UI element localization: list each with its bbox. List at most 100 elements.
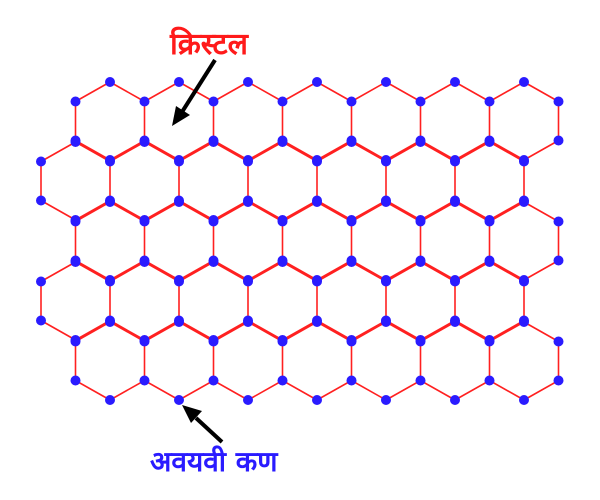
lattice-bond xyxy=(75,259,111,281)
constituent-particle xyxy=(553,96,564,107)
lattice-bond xyxy=(420,141,456,163)
constituent-particle xyxy=(208,216,219,227)
constituent-particle xyxy=(208,137,219,147)
lattice-bond xyxy=(109,261,145,283)
lattice-bond xyxy=(75,141,111,163)
lattice-bond xyxy=(213,261,249,283)
lattice-bond xyxy=(178,141,214,163)
constituent-particle xyxy=(484,137,495,147)
constituent-particle xyxy=(36,315,46,326)
constituent-particle xyxy=(415,336,426,347)
constituent-particle xyxy=(484,375,495,386)
crystal-arrow xyxy=(172,58,217,126)
lattice-bond xyxy=(144,321,180,343)
lattice-bond xyxy=(385,261,421,283)
lattice-bond xyxy=(178,319,214,341)
lattice-bond xyxy=(75,199,111,221)
lattice-bond xyxy=(144,379,180,401)
constituent-particle xyxy=(415,96,426,107)
lattice-bond xyxy=(247,201,283,223)
lattice-bond xyxy=(75,321,111,343)
constituent-particle xyxy=(208,96,219,107)
constituent-particle xyxy=(174,395,184,405)
lattice-bond xyxy=(247,319,283,341)
lattice-bond xyxy=(316,141,352,163)
lattice-bond xyxy=(213,321,249,343)
constituent-particle xyxy=(277,216,288,227)
constituent-particle xyxy=(105,197,115,207)
lattice-bond xyxy=(75,201,111,223)
constituent-particle xyxy=(277,257,288,267)
lattice-bond xyxy=(489,201,525,223)
lattice-bond xyxy=(351,379,387,401)
lattice-bond xyxy=(385,259,421,281)
lattice-bond xyxy=(75,261,111,283)
lattice-bond xyxy=(385,139,421,161)
lattice-bond xyxy=(385,321,421,343)
lattice-bond xyxy=(489,141,525,163)
constituent-particle xyxy=(243,77,253,87)
lattice-bond xyxy=(144,201,180,223)
constituent-particle xyxy=(174,276,184,287)
lattice-bond xyxy=(351,201,387,223)
lattice-bond xyxy=(420,321,456,343)
constituent-particle xyxy=(70,96,81,107)
constituent-particle xyxy=(415,375,426,386)
constituent-particle xyxy=(277,336,288,347)
constituent-particle xyxy=(70,216,81,227)
constituent-particle xyxy=(174,156,184,167)
lattice-bond xyxy=(40,261,76,283)
lattice-bond xyxy=(420,199,456,221)
lattice-bond xyxy=(523,321,559,343)
constituent-particle xyxy=(208,375,219,386)
constituent-particle-label: अवयवी कण xyxy=(150,445,278,478)
constituent-particle xyxy=(450,197,460,207)
lattice-bond xyxy=(523,259,559,281)
lattice-bond xyxy=(351,141,387,163)
constituent-particle xyxy=(243,395,253,405)
constituent-particle xyxy=(553,135,564,146)
constituent-particle xyxy=(346,216,357,227)
constituent-particle xyxy=(105,395,115,405)
constituent-particle xyxy=(105,276,115,287)
constituent-particle xyxy=(346,375,357,386)
lattice-bond xyxy=(109,319,145,341)
lattice-bond xyxy=(316,139,352,161)
lattice-bond xyxy=(247,141,283,163)
constituent-particle xyxy=(381,156,391,167)
lattice-bond xyxy=(213,379,249,401)
lattice-bond xyxy=(420,379,456,401)
constituent-particle xyxy=(519,276,529,287)
constituent-particle xyxy=(36,195,46,206)
constituent-particle xyxy=(484,336,495,347)
constituent-particle xyxy=(519,197,529,207)
lattice-bond xyxy=(109,201,145,223)
constituent-particle xyxy=(312,276,322,287)
lattice-bond xyxy=(454,81,490,103)
lattice-bond xyxy=(144,199,180,221)
constituent-particle xyxy=(312,197,322,207)
constituent-particle xyxy=(484,96,495,107)
lattice-bond xyxy=(213,81,249,103)
constituent-particle xyxy=(36,276,46,287)
lattice-bond xyxy=(489,259,525,281)
constituent-particle xyxy=(450,156,460,167)
constituent-particle xyxy=(105,317,115,327)
lattice-bond xyxy=(282,319,318,341)
lattice-bond xyxy=(213,259,249,281)
lattice-bond xyxy=(489,81,525,103)
constituent-particle xyxy=(346,257,357,267)
constituent-particle xyxy=(519,77,529,87)
lattice-bond xyxy=(351,321,387,343)
constituent-particle xyxy=(450,317,460,327)
constituent-particle xyxy=(450,395,460,405)
constituent-particle xyxy=(519,156,529,167)
lattice-bond xyxy=(247,261,283,283)
lattice-bond xyxy=(178,259,214,281)
lattice-bond xyxy=(247,81,283,103)
lattice-bond xyxy=(523,139,559,161)
lattice-bond xyxy=(351,261,387,283)
lattice-bond xyxy=(316,319,352,341)
lattice-bond xyxy=(213,319,249,341)
constituent-particle xyxy=(208,336,219,347)
